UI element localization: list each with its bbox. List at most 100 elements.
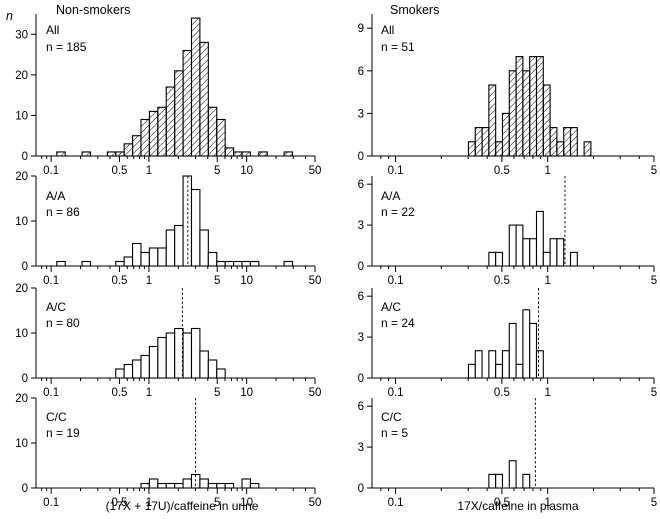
histogram-bar <box>241 478 251 489</box>
histogram-bar <box>174 224 184 267</box>
histogram-bar <box>563 127 572 157</box>
histogram-bar <box>556 238 565 267</box>
group-label: C/C <box>46 410 67 424</box>
x-ticks: 0.1 0.5 1 5 10 50 <box>41 156 321 177</box>
y-ticks: 0 3 6 <box>358 179 372 273</box>
histogram-bar <box>148 345 159 379</box>
nonsmokers-xlabel: (17X + 17U)/caffeine in urine <box>106 499 259 513</box>
nonsmokers-panel-ac: A/C n = 80 0 10 20 0.1 0.5 1 5 10 50 <box>15 283 321 399</box>
y-tick-label: 10 <box>15 328 28 340</box>
smokers-title: Smokers <box>390 3 439 17</box>
x-ticks: 0.1 0.5 1 5 <box>380 266 657 287</box>
x-tick-label: 5 <box>214 387 220 399</box>
histogram-bars <box>115 288 226 379</box>
x-tick-label: 5 <box>214 165 220 177</box>
x-tick-label: 0.1 <box>43 165 59 177</box>
histogram-bar <box>495 473 504 489</box>
histogram-bar <box>515 363 524 379</box>
x-tick-label: 1 <box>544 165 550 177</box>
x-tick-label: 10 <box>240 165 253 177</box>
histogram-bar <box>148 110 159 157</box>
n-label: n = 19 <box>46 426 80 440</box>
y-ticks: 0 10 20 <box>15 393 36 495</box>
y-tick-label: 0 <box>22 373 28 385</box>
y-tick-label: 0 <box>22 483 28 495</box>
y-tick-label: 0 <box>358 373 364 385</box>
x-tick-label: 0.1 <box>43 387 59 399</box>
histogram-bar <box>190 188 201 267</box>
histogram-bar <box>508 460 517 489</box>
histogram-bar <box>249 260 260 267</box>
y-tick-label: 3 <box>358 108 364 120</box>
histogram-bar <box>216 118 226 157</box>
histogram-bar <box>583 141 592 157</box>
y-tick-label: 0 <box>358 483 364 495</box>
histogram-bar <box>224 482 235 489</box>
y-ticks: 0 10 20 <box>15 171 36 273</box>
n-label: n = 24 <box>381 316 415 330</box>
histogram-bar <box>488 350 497 379</box>
histogram-bar <box>508 322 517 379</box>
histogram-bar <box>474 350 483 379</box>
histogram-bar <box>216 260 226 267</box>
n-label: n = 22 <box>381 205 415 219</box>
histogram-bar <box>508 224 517 267</box>
smokers-panel-all: All n = 51 0 3 6 9 0.1 0.5 1 5 <box>358 14 657 177</box>
y-tick-label: 3 <box>358 220 364 232</box>
histogram-bar <box>549 238 558 267</box>
y-tick-label: 3 <box>358 332 364 344</box>
histogram-bar <box>157 247 167 267</box>
x-tick-label: 5 <box>651 497 657 509</box>
x-ticks: 0.1 0.5 1 5 <box>380 378 657 399</box>
nonsmokers-panel-aa: A/A n = 86 0 10 20 0.1 0.5 1 5 10 50 <box>15 171 321 287</box>
histogram-bars <box>56 175 294 267</box>
histogram-bar <box>174 482 184 489</box>
x-tick-label: 1 <box>544 497 550 509</box>
histogram-bar <box>495 251 504 267</box>
histogram-bar <box>115 368 125 379</box>
nonsmokers-panel-all: All n = 185 0 10 20 30 0.1 0.5 1 5 10 50 <box>15 14 321 177</box>
x-tick-label: 0.5 <box>111 387 127 399</box>
histogram-bar <box>190 327 201 379</box>
y-tick-label: 0 <box>358 151 364 163</box>
histogram-bar <box>529 238 538 267</box>
x-ticks: 0.1 0.5 1 5 <box>380 156 657 177</box>
group-label: C/C <box>381 410 402 424</box>
histogram-bar <box>535 56 544 157</box>
smokers-panel-cc: C/C n = 5 0 3 6 0.1 0.5 1 5 <box>358 398 657 509</box>
y-ticks: 0 10 20 <box>15 283 36 385</box>
x-ticks: 0.1 0.5 1 5 10 50 <box>41 378 321 399</box>
y-tick-label: 0 <box>358 261 364 273</box>
y-tick-label: 0 <box>22 151 28 163</box>
y-tick-label: 6 <box>358 401 364 413</box>
y-tick-label: 0 <box>22 261 28 273</box>
histogram-bar <box>165 229 176 267</box>
histogram-bar <box>481 127 490 157</box>
histogram-bar <box>182 175 193 267</box>
histogram-bar <box>106 151 117 157</box>
x-tick-label: 0.1 <box>388 275 404 287</box>
x-tick-label: 1 <box>146 387 152 399</box>
histogram-bar <box>501 350 510 379</box>
histogram-bar <box>529 322 538 379</box>
x-tick-label: 5 <box>651 387 657 399</box>
x-tick-label: 0.1 <box>388 165 404 177</box>
n-label: n = 86 <box>46 205 80 219</box>
histogram-bar <box>467 363 476 379</box>
histogram-bar <box>140 251 150 267</box>
nonsmokers-title: Non-smokers <box>56 3 130 17</box>
histogram-bar <box>529 56 538 157</box>
histogram-bar <box>467 141 476 157</box>
histogram-bar <box>488 251 497 267</box>
histogram-bars <box>140 398 260 489</box>
histogram-bar <box>207 251 218 267</box>
smokers-xlabel: 17X/caffeine in plasma <box>457 499 579 513</box>
histogram-bar <box>182 478 193 489</box>
histogram-bar <box>140 354 150 379</box>
histogram-bar <box>157 336 167 379</box>
y-ticks: 0 10 20 30 <box>15 29 36 163</box>
histogram-bars <box>467 288 544 379</box>
histogram-bar <box>569 127 578 157</box>
group-label: All <box>46 23 59 37</box>
histogram-bars <box>56 17 294 157</box>
